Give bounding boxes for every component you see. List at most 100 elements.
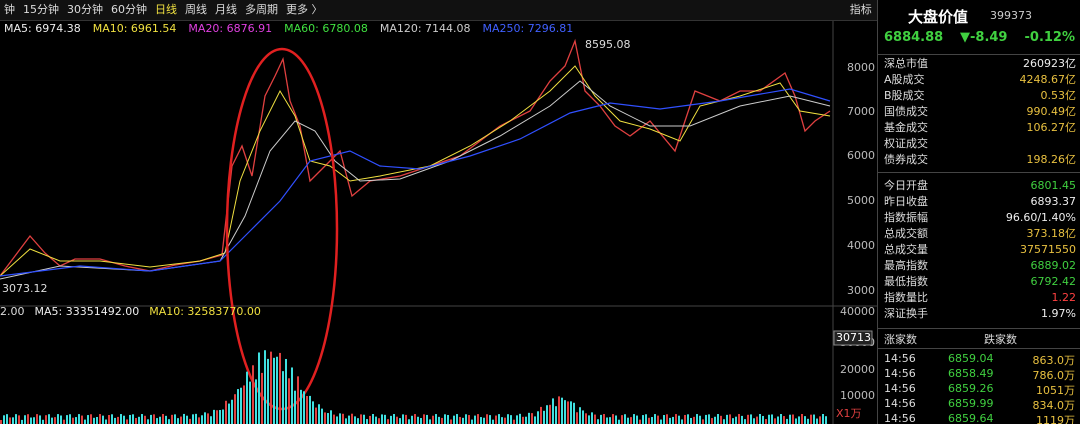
volume-bar bbox=[402, 414, 404, 424]
period-tab[interactable]: 月线 bbox=[215, 3, 237, 16]
trade-cell: 863.0万 bbox=[1032, 354, 1076, 367]
stat-row: B股成交 0.53亿 bbox=[884, 88, 1076, 104]
volume-bar bbox=[474, 415, 476, 424]
volume-bar bbox=[720, 415, 722, 424]
stat-row: 今日开盘 6801.45 bbox=[884, 178, 1076, 194]
volume-bar bbox=[750, 414, 752, 424]
stat-row: 昨日收盘 6893.37 bbox=[884, 194, 1076, 210]
volume-bar bbox=[630, 417, 632, 424]
volume-bar bbox=[768, 414, 770, 424]
volume-bar bbox=[792, 414, 794, 424]
index-change: ▼-8.49 bbox=[960, 30, 1008, 45]
volume-current: 30713 bbox=[836, 331, 871, 344]
volume-bar bbox=[312, 401, 314, 424]
volume-bar bbox=[507, 414, 509, 424]
period-tab[interactable]: 钟 bbox=[4, 3, 15, 16]
volume-bar bbox=[60, 415, 62, 424]
volume-bar bbox=[291, 367, 293, 424]
volume-bar bbox=[189, 418, 191, 424]
high-label: 8595.08 bbox=[585, 38, 631, 51]
volume-bar bbox=[666, 414, 668, 424]
volume-bar bbox=[615, 415, 617, 424]
volume-bar bbox=[228, 403, 230, 424]
index-pct: -0.12% bbox=[1024, 30, 1076, 45]
volume-bar bbox=[279, 352, 281, 424]
volume-bar bbox=[219, 410, 221, 424]
volume-bar bbox=[711, 418, 713, 424]
volume-bar bbox=[516, 415, 518, 424]
period-bar: 钟 15分钟 30分钟 60分钟 日线 周线 月线 多周期 更多 〉 bbox=[0, 0, 877, 21]
volume-bar bbox=[54, 417, 56, 424]
volume-bar bbox=[504, 417, 506, 424]
volume-bar bbox=[378, 418, 380, 424]
volume-current-box bbox=[833, 330, 873, 346]
volume-bar bbox=[498, 414, 500, 424]
volume-bar bbox=[273, 357, 275, 424]
stat-value: 990.49亿 bbox=[1026, 105, 1077, 118]
period-tab[interactable]: 日线 bbox=[155, 3, 177, 16]
trade-cell: 6859.26 bbox=[948, 382, 994, 395]
volume-bar bbox=[168, 419, 170, 424]
volume-bar bbox=[276, 356, 278, 424]
volume-bar bbox=[177, 418, 179, 424]
volume-bar bbox=[684, 414, 686, 424]
volume-bar bbox=[63, 419, 65, 424]
volume-bar bbox=[282, 371, 284, 424]
volume-bar bbox=[609, 417, 611, 424]
volume-bar bbox=[570, 401, 572, 424]
volume-bar bbox=[39, 415, 41, 424]
separator bbox=[878, 348, 1080, 349]
volume-bar bbox=[15, 414, 17, 424]
kline-chart: MA5: 6974.38 MA10: 6961.54 MA20: 6876.91 MA… bbox=[0, 21, 877, 424]
volume-bar bbox=[717, 414, 719, 424]
tool-button[interactable]: 指标 bbox=[849, 3, 872, 16]
volume-bar bbox=[738, 414, 740, 424]
period-tab[interactable]: 30分钟 bbox=[67, 3, 103, 16]
stat-label: 债券成交 bbox=[884, 153, 928, 166]
volume-bar bbox=[360, 414, 362, 424]
volume-bar bbox=[51, 417, 53, 424]
volume-bar bbox=[45, 415, 47, 424]
volume-bar bbox=[477, 414, 479, 424]
volume-bar bbox=[96, 416, 98, 424]
volume-bar bbox=[108, 415, 110, 424]
volume-bar bbox=[567, 401, 569, 424]
volume-bar bbox=[669, 417, 671, 424]
volume-legend: MA10: 32583770.00 bbox=[149, 305, 261, 318]
period-tab[interactable]: 周线 bbox=[185, 3, 207, 16]
volume-bar bbox=[744, 419, 746, 424]
trade-cell: 14:56 bbox=[884, 352, 916, 365]
volume-bar bbox=[546, 405, 548, 424]
volume-bar bbox=[633, 414, 635, 424]
trade-cell: 14:56 bbox=[884, 382, 916, 395]
volume-bar bbox=[171, 414, 173, 424]
period-tab[interactable]: 多周期 bbox=[245, 3, 278, 16]
period-tab[interactable]: 60分钟 bbox=[111, 3, 147, 16]
stat-label: B股成交 bbox=[884, 89, 925, 102]
period-tab[interactable]: 更多 〉 bbox=[286, 3, 323, 16]
stat-label: 总成交额 bbox=[884, 227, 928, 240]
volume-bar bbox=[153, 414, 155, 424]
period-tab[interactable]: 15分钟 bbox=[23, 3, 59, 16]
volume-bar bbox=[9, 417, 11, 424]
volume-bar bbox=[492, 419, 494, 424]
volume-bar bbox=[156, 418, 158, 424]
volume-bar bbox=[165, 415, 167, 424]
stat-label: 最高指数 bbox=[884, 259, 928, 272]
volume-bar bbox=[435, 414, 437, 424]
volume-bar bbox=[372, 414, 374, 424]
trade-cell: 834.0万 bbox=[1032, 399, 1076, 412]
volume-bar bbox=[132, 414, 134, 424]
stat-value: 106.27亿 bbox=[1026, 121, 1077, 134]
index-price: 6884.88 bbox=[884, 30, 944, 45]
volume-bar bbox=[336, 416, 338, 424]
volume-bar bbox=[735, 416, 737, 424]
volume-bar bbox=[294, 390, 296, 424]
volume-bar bbox=[795, 418, 797, 424]
trade-cell: 14:56 bbox=[884, 397, 916, 410]
ma-line bbox=[0, 65, 831, 277]
volume-bar bbox=[315, 407, 317, 424]
stat-label: 基金成交 bbox=[884, 121, 928, 134]
stat-label: A股成交 bbox=[884, 73, 925, 86]
volume-bar bbox=[384, 414, 386, 424]
